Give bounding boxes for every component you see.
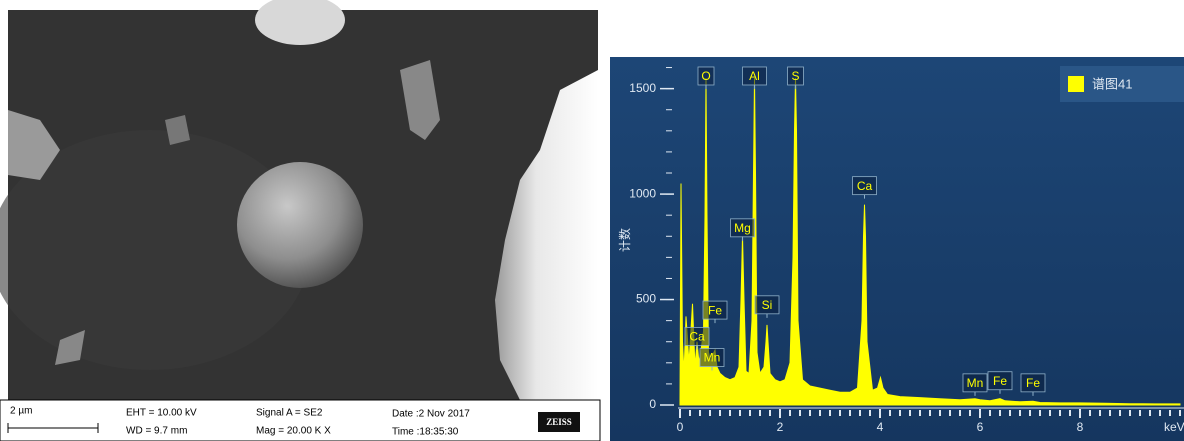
peak-label: Si xyxy=(762,298,773,312)
time: Time :18:35:30 xyxy=(392,427,459,438)
x-minor-tick xyxy=(839,410,841,416)
x-tick-label: 4 xyxy=(877,420,884,434)
page: 2 µm EHT = 10.00 kV WD = 9.7 mm Signal A… xyxy=(0,0,1184,441)
x-tick-label: 6 xyxy=(977,420,984,434)
x-minor-tick xyxy=(1119,410,1121,416)
x-minor-tick xyxy=(909,410,911,416)
peak-label: Fe xyxy=(708,303,722,317)
legend-swatch xyxy=(1068,76,1084,92)
x-minor-tick xyxy=(989,410,991,416)
x-minor-tick xyxy=(959,410,961,416)
logo: ZEISS xyxy=(546,417,572,427)
peak-label: S xyxy=(791,69,799,83)
legend-label: 谱图41 xyxy=(1092,76,1132,91)
x-minor-tick xyxy=(1069,410,1071,416)
peak-label: O xyxy=(701,69,710,83)
x-minor-tick xyxy=(809,410,811,416)
x-minor-tick xyxy=(1109,410,1111,416)
y-tick-label: 500 xyxy=(636,292,656,306)
x-tick-label: 0 xyxy=(677,420,684,434)
spectrum-panel: 计数 keV 0 2 4 6 8 0 500 1000 1500 谱图41 O Al S Mg Si Ca Ca… xyxy=(610,57,1184,441)
x-minor-tick xyxy=(849,410,851,416)
x-minor-tick xyxy=(1029,410,1031,416)
wd: WD = 9.7 mm xyxy=(126,426,187,437)
x-minor-tick xyxy=(699,410,701,416)
peak-label: Ca xyxy=(857,179,873,193)
x-minor-tick xyxy=(1179,410,1181,416)
peak-label: Fe xyxy=(1026,376,1040,390)
x-minor-tick xyxy=(729,410,731,416)
peak-label: Mn xyxy=(704,351,721,365)
y-tick-label: 0 xyxy=(649,397,656,411)
x-minor-tick xyxy=(1059,410,1061,416)
x-minor-tick xyxy=(689,410,691,416)
x-minor-tick xyxy=(789,410,791,416)
x-minor-tick xyxy=(859,410,861,416)
date: Date :2 Nov 2017 xyxy=(392,409,470,420)
sem-panel: 2 µm EHT = 10.00 kV WD = 9.7 mm Signal A… xyxy=(0,0,600,441)
x-minor-tick xyxy=(919,410,921,416)
x-tick xyxy=(979,409,981,418)
x-minor-tick xyxy=(999,410,1001,416)
x-tick xyxy=(879,409,881,418)
x-tick xyxy=(679,409,681,418)
x-minor-tick xyxy=(1009,410,1011,416)
x-minor-tick xyxy=(749,410,751,416)
y-tick-label: 1500 xyxy=(629,81,656,95)
x-tick-label: 8 xyxy=(1077,420,1084,434)
x-tick xyxy=(1079,409,1081,418)
peak-label: Mg xyxy=(734,221,751,235)
x-minor-tick xyxy=(1159,410,1161,416)
x-minor-tick xyxy=(1129,410,1131,416)
x-minor-tick xyxy=(1019,410,1021,416)
eht: EHT = 10.00 kV xyxy=(126,408,197,419)
mag: Mag = 20.00 K X xyxy=(256,426,331,437)
x-minor-tick xyxy=(889,410,891,416)
x-minor-tick xyxy=(739,410,741,416)
y-axis-label: 计数 xyxy=(617,228,632,252)
x-minor-tick xyxy=(1139,410,1141,416)
x-minor-tick xyxy=(1039,410,1041,416)
x-minor-tick xyxy=(969,410,971,416)
peak-label: Fe xyxy=(993,374,1007,388)
x-axis-label: keV xyxy=(1164,420,1184,434)
peak-label: Al xyxy=(749,69,760,83)
x-minor-tick xyxy=(929,410,931,416)
y-tick-label: 1000 xyxy=(629,186,656,200)
x-minor-tick xyxy=(949,410,951,416)
peak-label: Ca xyxy=(689,330,705,344)
x-minor-tick xyxy=(1149,410,1151,416)
scale-bar-label: 2 µm xyxy=(10,406,32,417)
x-minor-tick xyxy=(1089,410,1091,416)
figure: 2 µm EHT = 10.00 kV WD = 9.7 mm Signal A… xyxy=(0,0,1184,441)
x-minor-tick xyxy=(819,410,821,416)
x-minor-tick xyxy=(869,410,871,416)
x-minor-tick xyxy=(799,410,801,416)
x-minor-tick xyxy=(1049,410,1051,416)
x-minor-tick xyxy=(829,410,831,416)
x-minor-tick xyxy=(1169,410,1171,416)
x-minor-tick xyxy=(759,410,761,416)
x-tick xyxy=(779,409,781,418)
signal: Signal A = SE2 xyxy=(256,408,323,419)
x-minor-tick xyxy=(1099,410,1101,416)
x-minor-tick xyxy=(939,410,941,416)
sem-sphere xyxy=(237,162,363,288)
x-minor-tick xyxy=(769,410,771,416)
x-minor-tick xyxy=(709,410,711,416)
x-tick-label: 2 xyxy=(777,420,784,434)
x-minor-tick xyxy=(719,410,721,416)
peak-label: Mn xyxy=(967,376,984,390)
x-minor-tick xyxy=(899,410,901,416)
